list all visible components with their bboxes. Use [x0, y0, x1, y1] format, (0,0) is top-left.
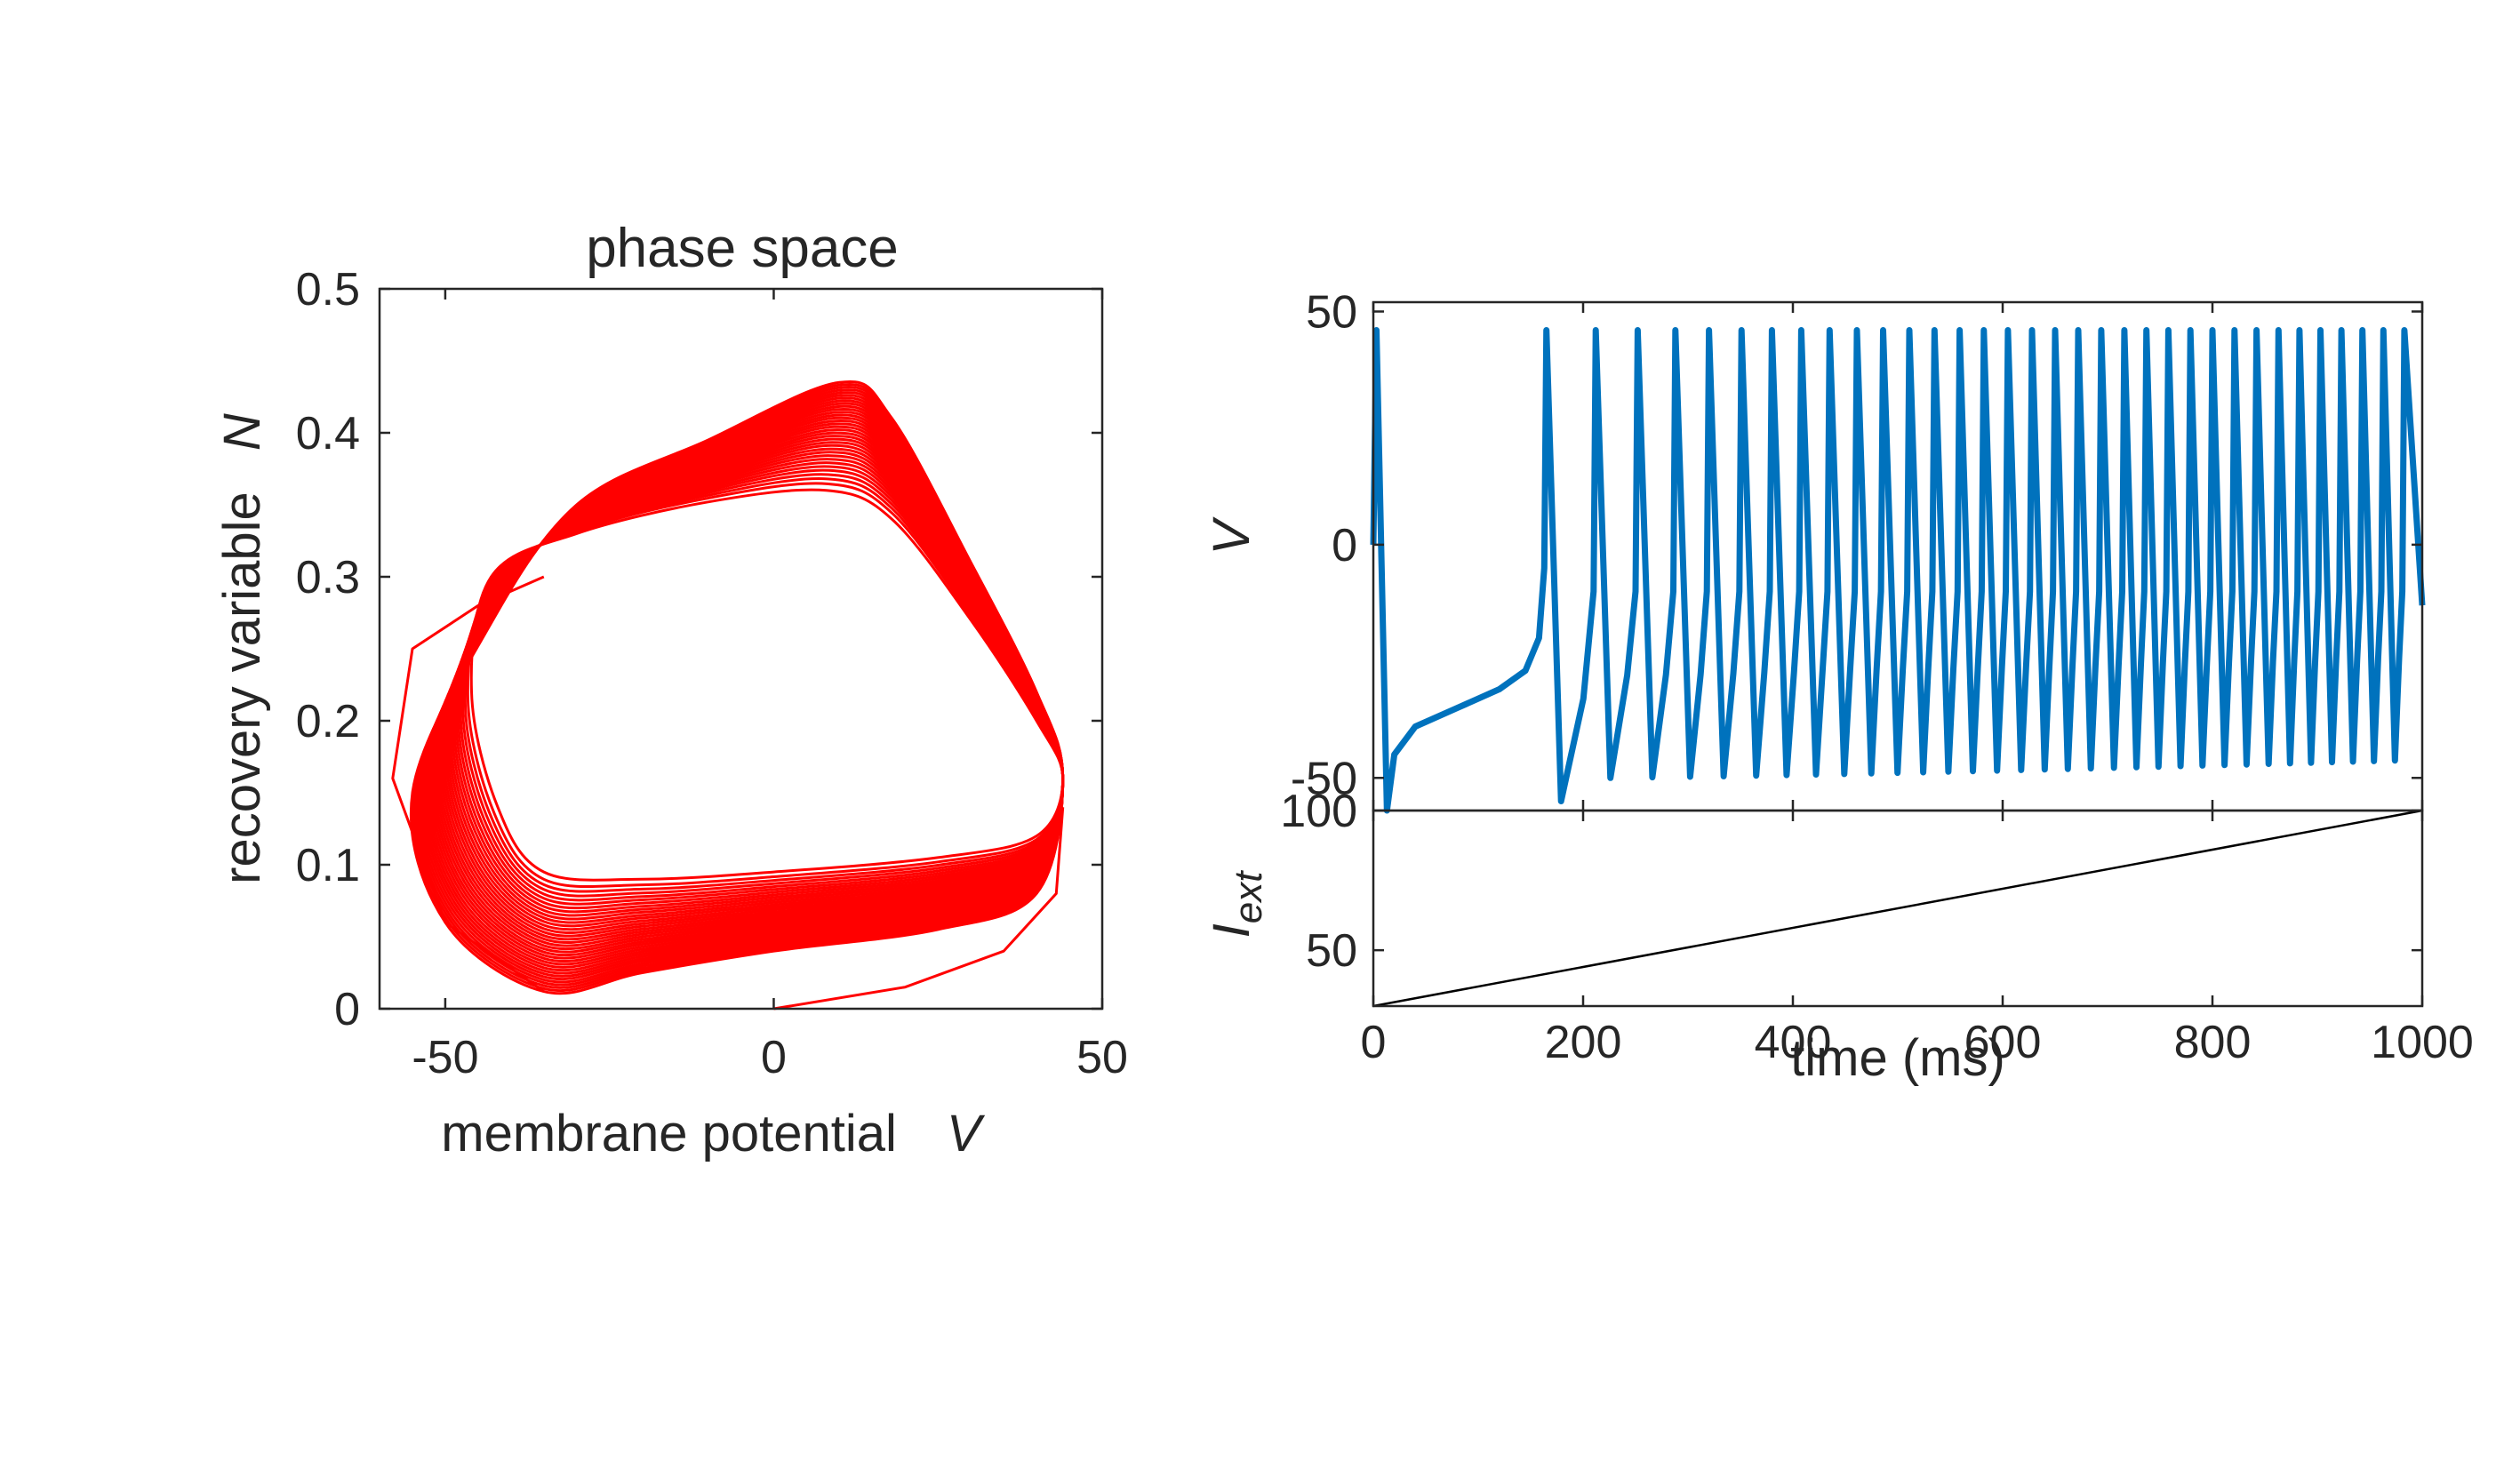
- phase-xtick-label: 0: [761, 1032, 787, 1083]
- voltage-ytick-label: 0: [1332, 520, 1357, 571]
- phase-space-xlabel-text: membrane potential: [441, 1105, 897, 1162]
- current-xlabel: time (ms): [1790, 1029, 2005, 1087]
- current-line: [1372, 809, 2423, 1008]
- phase-loop: [466, 482, 1065, 889]
- current-ylabel: Iext: [1203, 870, 1270, 939]
- phase-ytick-label: 0.2: [296, 696, 360, 747]
- current-xtick-label: 400: [1755, 1017, 1832, 1068]
- phase-space-xlabel: membrane potential V: [441, 1105, 986, 1162]
- current-xtick-label: 800: [2174, 1017, 2252, 1068]
- current-ylabel-main: I: [1203, 923, 1260, 938]
- current-ytick-label: 50: [1306, 925, 1357, 977]
- current-xtick-label: 0: [1361, 1017, 1387, 1068]
- phase-ytick-label: 0.4: [296, 408, 360, 459]
- phase-space-ticks: -50 0 50 0 0.1 0.2 0.3 0.4 0.5: [296, 264, 1128, 1083]
- phase-xtick-label: -50: [412, 1032, 478, 1083]
- phase-xtick-label: 50: [1076, 1032, 1128, 1083]
- phase-loop: [469, 488, 1065, 882]
- phase-loop: [451, 454, 1065, 917]
- phase-initial-transient: [773, 807, 1065, 1011]
- phase-space-xlabel-var: V: [947, 1105, 986, 1162]
- current-ramp-line: [1372, 809, 2423, 1008]
- current-panel: 0 200 400 600 800 1000 100 50 time (ms) Iext: [1203, 786, 2474, 1087]
- voltage-panel: 50 0 -50 V: [1203, 286, 2426, 814]
- current-ylabel-sub: ext: [1227, 870, 1270, 923]
- current-xtick-label: 200: [1545, 1017, 1622, 1068]
- voltage-line: [1370, 327, 2426, 814]
- phase-ytick-label: 0.3: [296, 552, 360, 603]
- phase-space-panel: phase space -50 0 50 0 0.1 0.2 0.3 0.4 0.5 membr…: [213, 218, 1128, 1162]
- phase-loop: [463, 477, 1065, 893]
- phase-ytick-label: 0.1: [296, 840, 360, 891]
- voltage-trace: [1370, 327, 2426, 814]
- phase-trajectory: [391, 380, 1065, 1011]
- phase-loop: [454, 461, 1065, 910]
- phase-space-ylabel-text: recovery variable: [213, 491, 271, 884]
- current-ticks: 0 200 400 600 800 1000 100 50: [1280, 786, 2474, 1068]
- phase-space-title: phase space: [586, 218, 899, 279]
- phase-ytick-label: 0: [334, 984, 360, 1035]
- phase-loop: [449, 451, 1065, 921]
- phase-space-ylabel-var: N: [213, 413, 271, 451]
- voltage-ytick-label: -50: [1291, 753, 1357, 804]
- phase-space-axes-box: [378, 287, 1104, 1011]
- voltage-ylabel: V: [1203, 515, 1260, 555]
- current-ytick-label: 100: [1280, 786, 1357, 837]
- phase-outer-excursion: [391, 575, 545, 993]
- phase-loop: [447, 447, 1065, 924]
- current-xtick-label: 600: [1964, 1017, 2042, 1068]
- current-axes-box: [1372, 809, 2424, 1008]
- voltage-ytick-label: 50: [1306, 286, 1357, 338]
- voltage-ticks: 50 0 -50: [1291, 286, 2424, 811]
- phase-loop: [409, 380, 1065, 995]
- current-xtick-label: 1000: [2371, 1017, 2474, 1068]
- phase-space-ylabel: recovery variable N: [213, 413, 271, 884]
- phase-loop: [452, 458, 1065, 914]
- phase-ytick-label: 0.5: [296, 264, 360, 316]
